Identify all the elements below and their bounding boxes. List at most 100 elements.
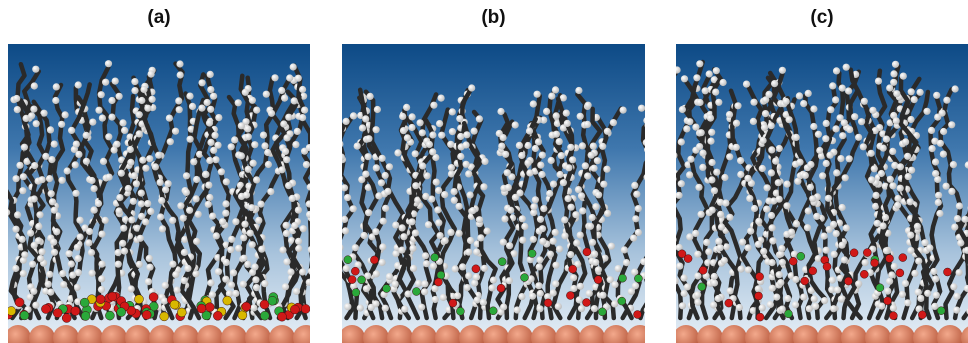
hydrogen (530, 203, 538, 211)
hydrogen (631, 268, 639, 276)
hydrogen (603, 127, 612, 135)
head-atom (724, 298, 734, 308)
hydrogen (565, 164, 573, 172)
hydrogen (450, 188, 458, 196)
hydrogen (360, 231, 368, 240)
hydrogen (924, 289, 932, 297)
hydrogen (842, 224, 850, 232)
hydrogen (726, 287, 734, 295)
hydrogen (411, 150, 419, 158)
hydrogen (295, 244, 303, 253)
hydrogen (556, 170, 564, 179)
hydrogen (710, 301, 718, 309)
hydrogen (435, 219, 443, 227)
hydrogen (687, 155, 695, 163)
hydrogen (633, 190, 641, 198)
hydrogen (563, 119, 571, 127)
hydrogen (881, 213, 890, 222)
hydrogen (676, 66, 681, 74)
hydrogen (248, 241, 256, 249)
hydrogen (894, 194, 902, 203)
hydrogen (342, 244, 344, 251)
chain (10, 61, 32, 321)
hydrogen (692, 123, 700, 131)
hydrogen (531, 196, 540, 204)
hydrogen (634, 228, 643, 237)
hydrogen (322, 236, 329, 243)
hydrogen (737, 157, 745, 165)
hydrogen (429, 148, 437, 156)
hydrogen (169, 260, 177, 268)
hydrogen (101, 216, 109, 224)
hydrogen (267, 188, 275, 196)
hydrogen (194, 210, 202, 218)
hydrogen (212, 156, 220, 164)
hydrogen (416, 119, 424, 127)
hydrogen (767, 169, 776, 177)
hydrogen (438, 131, 446, 139)
hydrogen (421, 252, 430, 260)
hydrogen (31, 162, 39, 170)
head-atom (201, 310, 212, 321)
hydrogen (643, 174, 645, 181)
head-atom (300, 304, 310, 314)
hydrogen (8, 209, 11, 216)
hydrogen (526, 256, 534, 264)
hydrogen (662, 247, 669, 254)
hydrogen (18, 235, 26, 243)
hydrogen (295, 237, 303, 245)
hydrogen (902, 138, 910, 146)
hydrogen (792, 220, 801, 228)
hydrogen (879, 130, 887, 138)
hydrogen (538, 170, 546, 179)
hydrogen (144, 200, 152, 208)
hydrogen (186, 92, 194, 100)
hydrogen (140, 85, 148, 94)
hydrogen (98, 230, 106, 238)
hydrogen (768, 224, 776, 232)
hydrogen (680, 75, 689, 83)
hydrogen (206, 70, 214, 78)
hydrogen (800, 100, 808, 108)
hydrogen (584, 101, 592, 109)
hydrogen (350, 282, 358, 290)
hydrogen (722, 243, 730, 251)
hydrogen (882, 135, 891, 143)
hydrogen (409, 264, 418, 272)
hydrogen (409, 244, 417, 252)
hydrogen (676, 243, 683, 252)
hydrogen (173, 286, 181, 294)
hydrogen (144, 278, 153, 286)
hydrogen (694, 291, 702, 299)
hydrogen (899, 72, 907, 80)
hydrogen (664, 208, 671, 215)
copper-atom (961, 326, 968, 343)
hydrogen (67, 260, 75, 268)
hydrogen (74, 269, 82, 277)
hydrogen (750, 98, 758, 106)
hydrogen (375, 192, 383, 200)
hydrogen (535, 282, 543, 290)
hydrogen (432, 153, 440, 162)
hydrogen (300, 92, 308, 100)
hydrogen (250, 304, 258, 312)
hydrogen (435, 186, 443, 195)
hydrogen (124, 184, 132, 193)
hydrogen (747, 227, 755, 235)
hydrogen (176, 60, 184, 68)
hydrogen (932, 170, 940, 178)
copper-atom (937, 325, 963, 343)
hydrogen (12, 175, 20, 183)
hydrogen (506, 242, 514, 250)
hydrogen (499, 238, 507, 246)
hydrogen (59, 270, 67, 278)
head-atom (95, 294, 106, 304)
hydrogen (640, 258, 645, 266)
hydrogen (630, 234, 638, 242)
hydrogen (206, 193, 214, 202)
copper-atom (269, 325, 295, 343)
hydrogen (535, 263, 543, 271)
hydrogen (814, 255, 822, 263)
hydrogen (384, 187, 392, 195)
hydrogen (576, 282, 585, 290)
